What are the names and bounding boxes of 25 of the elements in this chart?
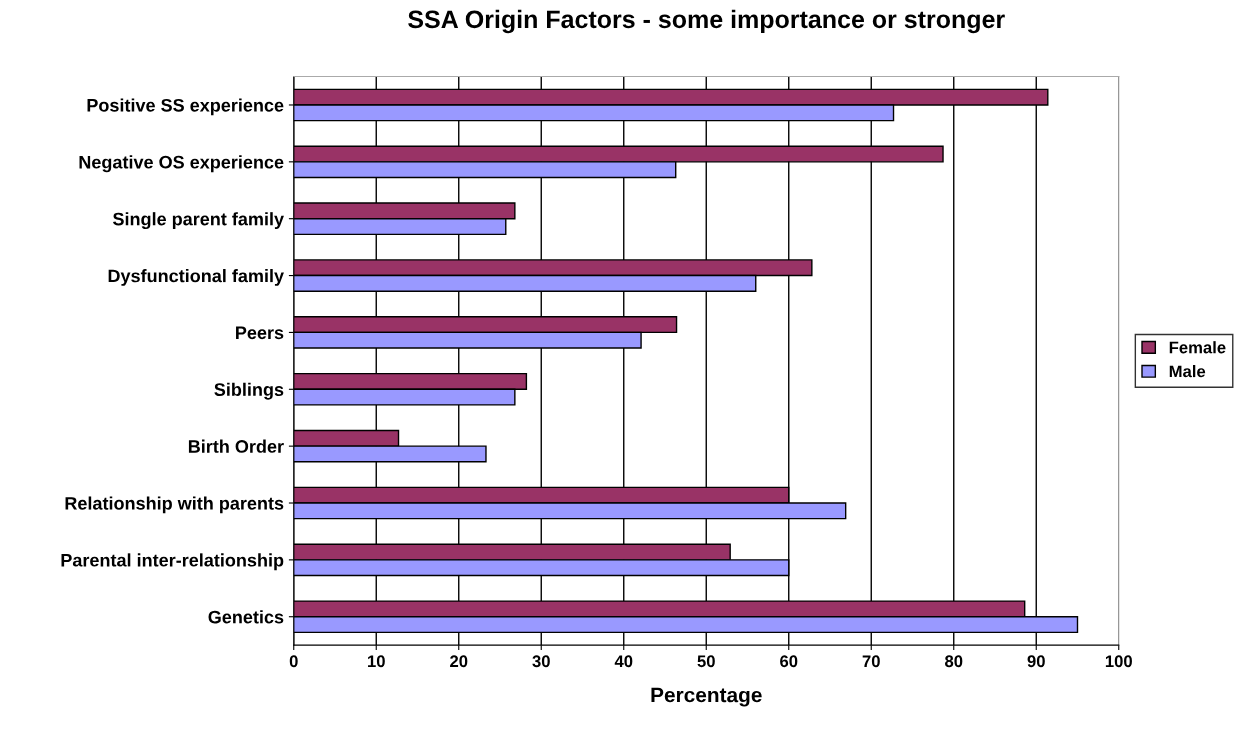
x-tick-label: 50 — [697, 655, 715, 668]
y-tick-label: Relationship with parents — [65, 496, 284, 514]
x-tick-label: 80 — [945, 655, 963, 668]
y-tick-label: Peers — [236, 326, 284, 340]
y-tick-label: Siblings — [214, 382, 284, 400]
y-tick-label: Negative OS experience — [79, 155, 284, 173]
x-tick-label: 0 — [289, 655, 298, 668]
x-tick-label: 40 — [614, 655, 633, 668]
legend-label: Female — [1169, 341, 1226, 354]
x-tick-label: 70 — [862, 655, 880, 668]
y-tick-label: Single parent family — [112, 212, 284, 230]
x-tick-label: 60 — [780, 655, 798, 668]
y-tick-label: Dysfunctional family — [108, 269, 284, 286]
y-tick-label: Positive SS experience — [87, 98, 284, 116]
y-tick-label: Parental inter-relationship — [61, 553, 284, 571]
chart-title: SSA Origin Factors - some importance or stronger — [408, 9, 1005, 34]
x-tick-label: 90 — [1027, 655, 1045, 668]
x-tick-label: 100 — [1105, 655, 1132, 668]
y-tick-label: Birth Order — [188, 439, 284, 453]
x-tick-label: 10 — [368, 655, 385, 668]
legend-label: Male — [1169, 365, 1206, 378]
x-tick-label: 30 — [532, 655, 550, 668]
y-tick-label: Genetics — [208, 610, 284, 624]
x-axis-title: Percentage — [651, 687, 762, 707]
x-tick-label: 20 — [450, 655, 468, 668]
